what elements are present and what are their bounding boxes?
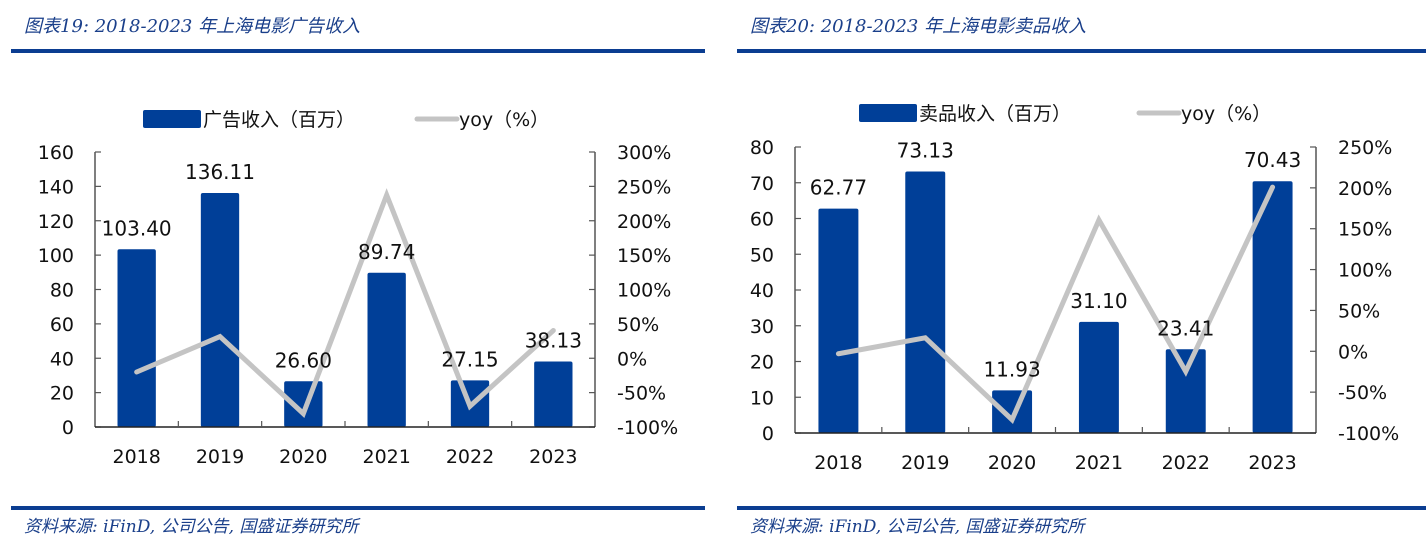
x-axis-category-label: 2023 xyxy=(529,446,577,468)
combo-chart: 卖品收入（百万） yoy（%） 0 10 20 30 40 50 60 70 80 -100% -50%… xyxy=(750,103,1399,474)
bar-data-label: 70.43 xyxy=(1244,148,1301,172)
bar-2023 xyxy=(534,361,573,427)
x-axis-category-label: 2019 xyxy=(196,446,244,468)
right-axis-tick-label: 250% xyxy=(1338,137,1392,159)
bar-data-label: 62.77 xyxy=(810,176,867,200)
right-axis-tick-label: -50% xyxy=(617,383,666,405)
figure-title: 图表19: 2018-2023 年上海电影广告收入 xyxy=(24,16,361,37)
source-note: 资料来源: iFinD, 公司公告, 国盛证券研究所 xyxy=(24,517,359,537)
bar-data-label: 11.93 xyxy=(983,357,1040,381)
chart-panel-concession-revenue: 图表20: 2018-2023 年上海电影卖品收入 卖品收入（百万） yoy（%）… xyxy=(720,0,1426,544)
right-axis-tick-label: 100% xyxy=(617,280,671,302)
right-axis-tick-label: 50% xyxy=(617,314,659,336)
x-axis-category-label: 2022 xyxy=(1162,452,1210,474)
left-axis-tick-label: 40 xyxy=(50,348,74,370)
x-axis-category-label: 2020 xyxy=(988,452,1036,474)
left-axis-tick-label: 80 xyxy=(50,280,74,302)
x-axis-category-label: 2020 xyxy=(279,446,327,468)
right-axis-tick-label: -100% xyxy=(1338,423,1399,445)
legend-bar-swatch xyxy=(859,104,917,122)
left-axis-tick-label: 140 xyxy=(38,176,74,198)
yoy-line xyxy=(134,188,556,418)
source-divider xyxy=(737,506,1426,510)
right-axis-tick-label: 50% xyxy=(1338,300,1380,322)
left-axis-tick-label: 50 xyxy=(750,244,774,266)
combo-chart: 广告收入（百万） yoy（%） 0 20 40 60 80 100 120 140 160 -100%… xyxy=(38,109,678,468)
left-axis-tick-label: 100 xyxy=(38,245,74,267)
left-axis-tick-label: 120 xyxy=(38,211,74,233)
right-axis-tick-label: 0% xyxy=(617,348,647,370)
chart-panel-ad-revenue: 图表19: 2018-2023 年上海电影广告收入 广告收入（百万） yoy（%）… xyxy=(0,0,710,544)
left-axis-tick-label: 10 xyxy=(750,387,774,409)
right-axis-tick-label: 200% xyxy=(1338,178,1392,200)
left-axis-tick-label: 70 xyxy=(750,173,774,195)
x-axis-category-label: 2023 xyxy=(1248,452,1296,474)
bar-2023 xyxy=(1252,181,1293,433)
figure-title: 图表20: 2018-2023 年上海电影卖品收入 xyxy=(750,16,1087,37)
title-divider xyxy=(737,49,1426,53)
left-axis-tick-label: 0 xyxy=(762,423,774,445)
bar-2019 xyxy=(200,193,240,427)
yoy-line xyxy=(835,184,1276,424)
left-axis-tick-label: 30 xyxy=(750,316,774,338)
bar-data-label: 136.11 xyxy=(185,160,255,184)
right-axis-tick-label: 100% xyxy=(1338,260,1392,282)
left-axis-tick-label: 160 xyxy=(38,142,74,164)
legend-bar-swatch xyxy=(143,110,201,128)
source-divider xyxy=(11,506,705,510)
bar-2021 xyxy=(1078,321,1119,433)
right-axis-tick-label: 150% xyxy=(617,245,671,267)
legend-line-label: yoy（%） xyxy=(459,109,549,131)
right-axis-tick-label: 300% xyxy=(617,142,671,164)
x-axis-category-label: 2021 xyxy=(362,446,410,468)
right-axis-tick-label: 0% xyxy=(1338,341,1368,363)
bar-data-label: 27.15 xyxy=(441,347,498,371)
bar-2018 xyxy=(117,249,156,427)
left-axis-tick-label: 0 xyxy=(62,417,74,439)
legend-line-label: yoy（%） xyxy=(1181,103,1271,125)
bar-data-label: 103.40 xyxy=(102,216,172,240)
bar-2021 xyxy=(367,272,406,427)
right-axis-tick-label: -50% xyxy=(1338,382,1387,404)
x-axis-category-label: 2021 xyxy=(1075,452,1123,474)
right-axis-tick-label: 200% xyxy=(617,211,671,233)
left-axis-tick-label: 60 xyxy=(50,314,74,336)
bar-2020 xyxy=(992,390,1033,433)
bar-data-label: 38.13 xyxy=(525,328,582,352)
left-axis-tick-label: 60 xyxy=(750,209,774,231)
legend-bar-label: 广告收入（百万） xyxy=(203,109,355,131)
bar-data-label: 31.10 xyxy=(1070,289,1127,313)
right-axis-tick-label: 250% xyxy=(617,176,671,198)
bar-data-label: 89.74 xyxy=(358,240,415,264)
bar-data-label: 26.60 xyxy=(275,348,332,372)
bar-2018 xyxy=(818,208,859,433)
x-axis-category-label: 2019 xyxy=(901,452,949,474)
x-axis-category-label: 2018 xyxy=(814,452,862,474)
bar-data-label: 73.13 xyxy=(897,139,954,163)
bar-2022 xyxy=(1165,349,1206,433)
left-axis-tick-label: 80 xyxy=(750,137,774,159)
title-divider xyxy=(11,49,705,53)
bar-data-label: 23.41 xyxy=(1157,316,1214,340)
x-axis-category-label: 2018 xyxy=(112,446,160,468)
left-axis-tick-label: 40 xyxy=(750,280,774,302)
left-axis-tick-label: 20 xyxy=(750,352,774,374)
right-axis-tick-label: -100% xyxy=(617,417,678,439)
legend-bar-label: 卖品收入（百万） xyxy=(919,103,1071,125)
source-note: 资料来源: iFinD, 公司公告, 国盛证券研究所 xyxy=(750,517,1085,537)
right-axis-tick-label: 150% xyxy=(1338,219,1392,241)
bar-2019 xyxy=(905,171,946,434)
left-axis-tick-label: 20 xyxy=(50,383,74,405)
x-axis-category-label: 2022 xyxy=(446,446,494,468)
